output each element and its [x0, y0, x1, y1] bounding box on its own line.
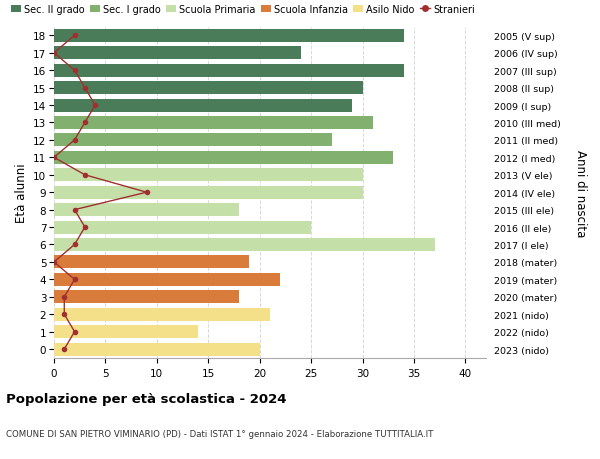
Bar — [54, 65, 404, 78]
Bar — [54, 82, 362, 95]
Bar — [54, 291, 239, 304]
Bar — [54, 117, 373, 130]
Bar — [54, 134, 332, 147]
Bar — [54, 256, 250, 269]
Bar — [54, 308, 270, 321]
Y-axis label: Anni di nascita: Anni di nascita — [574, 149, 587, 236]
Bar — [54, 186, 362, 199]
Bar — [54, 343, 260, 356]
Legend: Sec. II grado, Sec. I grado, Scuola Primaria, Scuola Infanzia, Asilo Nido, Stran: Sec. II grado, Sec. I grado, Scuola Prim… — [11, 5, 475, 15]
Bar — [54, 99, 352, 112]
Text: Popolazione per età scolastica - 2024: Popolazione per età scolastica - 2024 — [6, 392, 287, 405]
Text: COMUNE DI SAN PIETRO VIMINARIO (PD) - Dati ISTAT 1° gennaio 2024 - Elaborazione : COMUNE DI SAN PIETRO VIMINARIO (PD) - Da… — [6, 429, 433, 438]
Bar — [54, 238, 434, 252]
Bar — [54, 151, 394, 164]
Bar — [54, 30, 404, 43]
Bar — [54, 204, 239, 217]
Bar — [54, 221, 311, 234]
Bar — [54, 273, 280, 286]
Y-axis label: Età alunni: Età alunni — [14, 163, 28, 223]
Bar — [54, 169, 362, 182]
Bar — [54, 325, 198, 338]
Bar — [54, 47, 301, 60]
